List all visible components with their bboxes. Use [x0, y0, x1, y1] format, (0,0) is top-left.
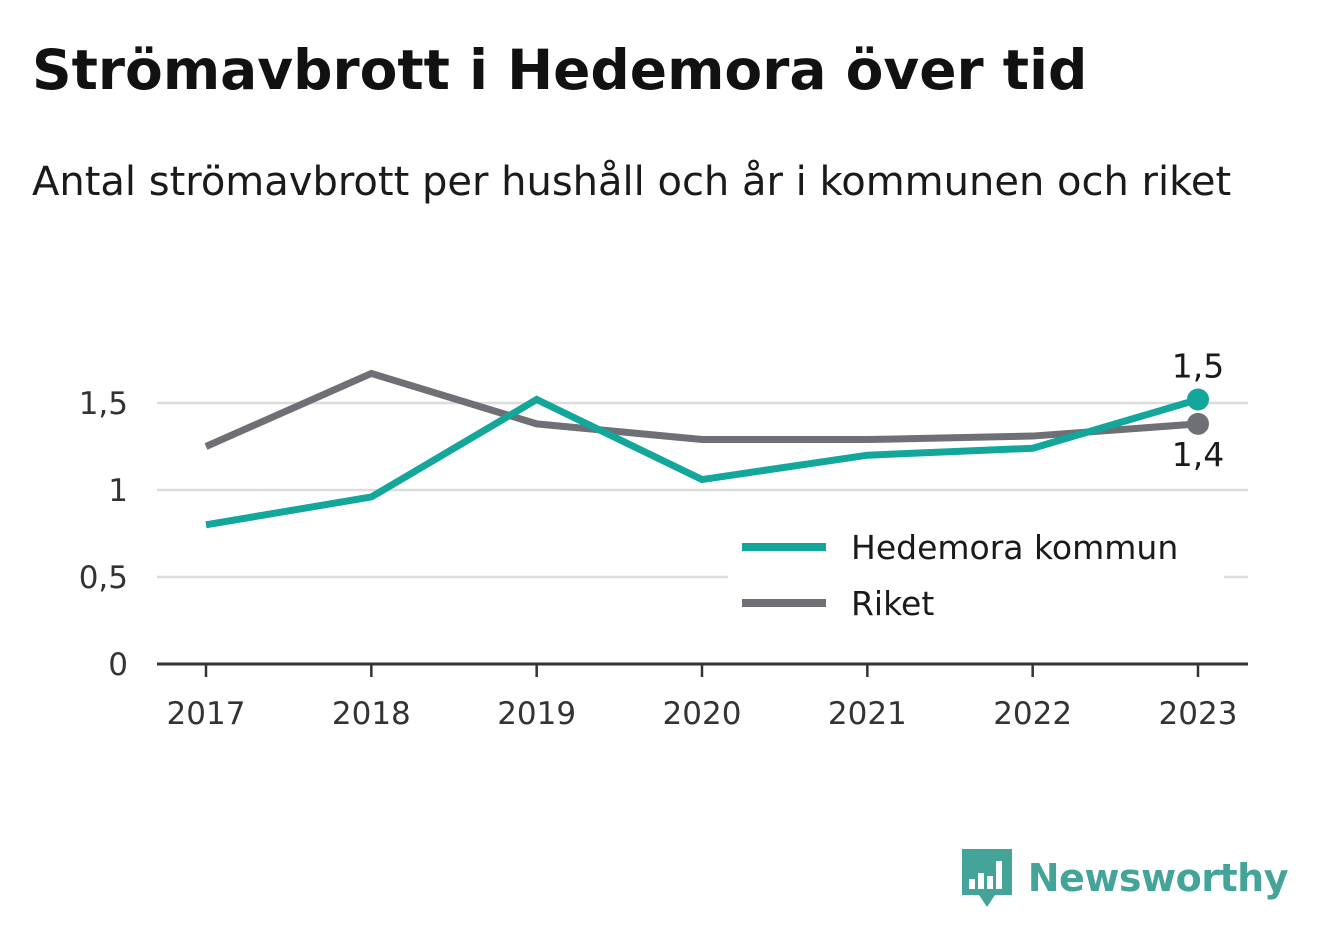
x-tick-label: 2018 — [332, 696, 411, 732]
series-line-riket — [204, 369, 1199, 450]
legend-background — [728, 520, 1224, 638]
y-tick-label: 0 — [108, 647, 128, 683]
chart-title: Strömavbrott i Hedemora över tid — [32, 38, 1088, 102]
x-tick-label: 2023 — [1159, 696, 1238, 732]
y-tick-label: 0,5 — [79, 560, 128, 596]
series-lines — [204, 369, 1209, 529]
x-tick-label: 2017 — [167, 696, 246, 732]
bar-chart-speech-bubble-icon — [961, 849, 1012, 907]
brand-name: Newsworthy — [1027, 856, 1289, 900]
y-axis-ticks: 0 0,5 1 1,5 — [79, 386, 128, 683]
end-point-riket — [1187, 412, 1209, 435]
legend: Hedemora kommun Riket — [728, 520, 1224, 638]
y-tick-label: 1,5 — [79, 386, 128, 422]
series-line-hedemora-kommun — [205, 395, 1199, 529]
x-axis: 2017 2018 2019 2020 2021 2022 2023 — [157, 662, 1248, 732]
x-tick-label: 2021 — [828, 696, 907, 732]
x-tick-label: 2022 — [993, 696, 1072, 732]
chart-subtitle: Antal strömavbrott per hushåll och år i … — [32, 159, 1232, 205]
y-tick-label: 1 — [108, 473, 128, 509]
end-labels: 1,5 1,4 — [1172, 347, 1224, 474]
legend-label: Hedemora kommun — [851, 528, 1178, 567]
end-point-hedemora-kommun — [1187, 388, 1209, 411]
x-tick-label: 2020 — [663, 696, 742, 732]
end-value-label: 1,4 — [1172, 435, 1224, 474]
x-tick-label: 2019 — [497, 696, 576, 732]
newsworthy-logo: Newsworthy — [961, 849, 1289, 907]
legend-label: Riket — [851, 584, 934, 623]
end-value-label: 1,5 — [1172, 347, 1224, 386]
